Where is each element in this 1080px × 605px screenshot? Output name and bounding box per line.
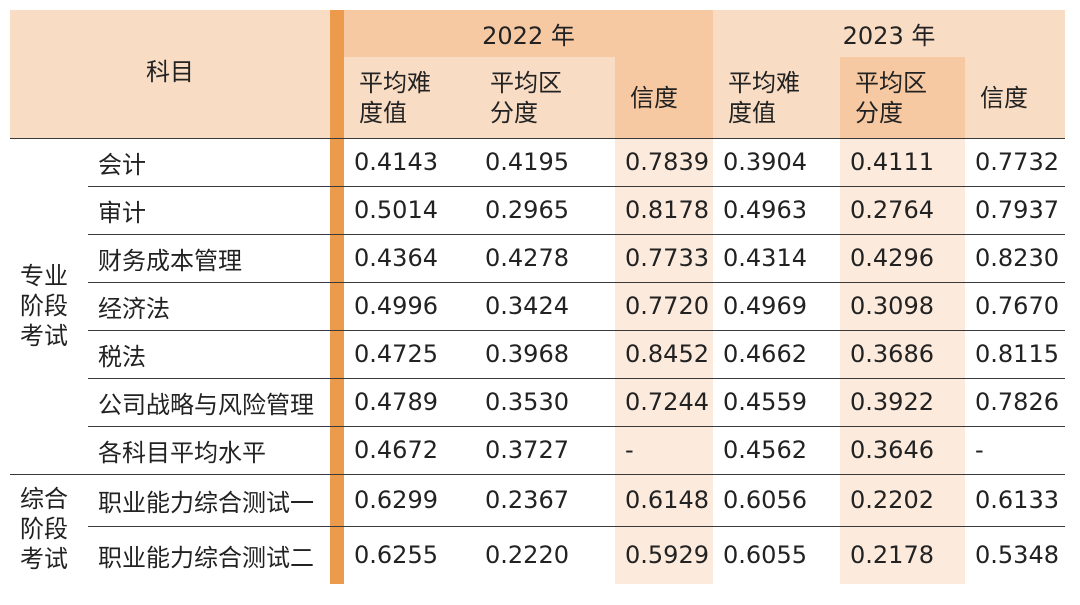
- group-label: 综合阶段考试: [20, 485, 68, 573]
- value-cell: 0.4963: [723, 196, 807, 224]
- value-cell: 0.4195: [485, 148, 569, 176]
- value-cell: 0.3098: [850, 292, 934, 320]
- value-cell: 0.3727: [485, 436, 569, 464]
- value-cell: 0.4996: [354, 292, 438, 320]
- subject-name: 公司战略与风险管理: [98, 390, 314, 419]
- value-cell: 0.6148: [625, 486, 709, 514]
- value-cell: 0.4111: [850, 148, 934, 176]
- subject-name: 职业能力综合测试一: [98, 488, 314, 517]
- group-label: 专业阶段考试: [20, 262, 68, 350]
- value-cell: 0.6055: [723, 541, 807, 569]
- value-cell: 0.2178: [850, 541, 934, 569]
- value-cell: 0.6056: [723, 486, 807, 514]
- value-cell: 0.2202: [850, 486, 934, 514]
- metric-header-bg: [475, 57, 615, 138]
- value-cell: 0.8178: [625, 196, 709, 224]
- metric-header-bg: [840, 57, 965, 138]
- metric-header-label: 信度: [980, 83, 1028, 112]
- year-2022-header-bg: [344, 10, 713, 57]
- value-cell: 0.4364: [354, 244, 438, 272]
- value-cell: 0.5929: [625, 541, 709, 569]
- value-cell: 0.4725: [354, 340, 438, 368]
- subject-name: 经济法: [98, 294, 170, 323]
- metric-header-bg: [713, 57, 840, 138]
- year-2023-header-bg: [713, 10, 1065, 57]
- value-cell: 0.3530: [485, 388, 569, 416]
- metric-header-bg: [344, 57, 475, 138]
- value-cell: 0.3968: [485, 340, 569, 368]
- value-cell: 0.7732: [975, 148, 1059, 176]
- value-cell: 0.7826: [975, 388, 1059, 416]
- value-cell: 0.4296: [850, 244, 934, 272]
- subject-header: 科目: [146, 57, 194, 86]
- subject-name: 会计: [98, 150, 146, 179]
- metric-header-label: 平均难度值: [359, 68, 431, 127]
- accent-bar: [330, 10, 344, 584]
- value-cell: 0.7733: [625, 244, 709, 272]
- metric-header-label: 信度: [630, 83, 678, 112]
- value-cell: -: [625, 436, 634, 464]
- subject-name: 各科目平均水平: [98, 438, 266, 467]
- value-cell: 0.8230: [975, 244, 1059, 272]
- metric-header-bg: [615, 57, 713, 138]
- shade-col-2022-reliability: [615, 138, 713, 584]
- value-cell: 0.6299: [354, 486, 438, 514]
- value-cell: 0.7670: [975, 292, 1059, 320]
- metric-header-bg: [965, 57, 1065, 138]
- value-cell: 0.2965: [485, 196, 569, 224]
- row-divider: [88, 526, 1065, 527]
- value-cell: 0.6255: [354, 541, 438, 569]
- metric-header-label: 平均区分度: [855, 68, 927, 127]
- value-cell: 0.4559: [723, 388, 807, 416]
- value-cell: 0.7937: [975, 196, 1059, 224]
- metric-header-label: 平均难度值: [728, 68, 800, 127]
- value-cell: 0.4672: [354, 436, 438, 464]
- value-cell: 0.4143: [354, 148, 438, 176]
- shade-col-2023-discrimination: [840, 138, 965, 584]
- row-divider: [88, 426, 1065, 427]
- year-2022-label: 2022 年: [482, 22, 575, 50]
- value-cell: 0.7244: [625, 388, 709, 416]
- value-cell: 0.2220: [485, 541, 569, 569]
- value-cell: 0.3922: [850, 388, 934, 416]
- row-divider: [88, 282, 1065, 283]
- value-cell: 0.3904: [723, 148, 807, 176]
- value-cell: 0.3424: [485, 292, 569, 320]
- value-cell: 0.4278: [485, 244, 569, 272]
- subject-name: 财务成本管理: [98, 246, 242, 275]
- row-divider: [10, 474, 1065, 475]
- value-cell: 0.8115: [975, 340, 1059, 368]
- row-divider: [88, 378, 1065, 379]
- row-divider: [88, 186, 1065, 187]
- value-cell: 0.4562: [723, 436, 807, 464]
- value-cell: 0.6133: [975, 486, 1059, 514]
- year-2023-label: 2023 年: [842, 22, 936, 50]
- value-cell: 0.4789: [354, 388, 438, 416]
- subject-name: 职业能力综合测试二: [98, 543, 314, 572]
- value-cell: 0.5014: [354, 196, 438, 224]
- value-cell: 0.4314: [723, 244, 807, 272]
- subject-header-bg: [10, 10, 330, 138]
- value-cell: 0.3646: [850, 436, 934, 464]
- subject-name: 税法: [98, 342, 146, 371]
- row-divider: [10, 138, 1065, 139]
- value-cell: 0.4662: [723, 340, 807, 368]
- row-divider: [88, 330, 1065, 331]
- row-divider: [88, 234, 1065, 235]
- value-cell: 0.3686: [850, 340, 934, 368]
- value-cell: 0.7720: [625, 292, 709, 320]
- metric-header-label: 平均区分度: [490, 68, 562, 127]
- value-cell: 0.2367: [485, 486, 569, 514]
- value-cell: 0.5348: [975, 541, 1059, 569]
- value-cell: 0.2764: [850, 196, 934, 224]
- value-cell: 0.7839: [625, 148, 709, 176]
- value-cell: 0.8452: [625, 340, 709, 368]
- subject-name: 审计: [98, 198, 146, 227]
- value-cell: 0.4969: [723, 292, 807, 320]
- value-cell: -: [975, 436, 984, 464]
